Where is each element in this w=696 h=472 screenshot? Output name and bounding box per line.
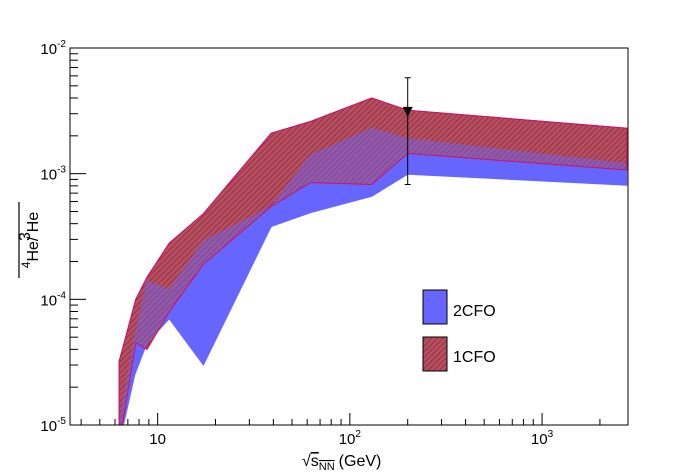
x-tick-label: 102 bbox=[339, 429, 362, 448]
sqrt-symbol: √ bbox=[302, 453, 311, 470]
legend-label-1cfo: 1CFO bbox=[453, 349, 496, 366]
y-axis: 10-5 10-4 10-3 10-2 bbox=[40, 39, 86, 435]
y-tick-label: 10-5 bbox=[40, 416, 66, 435]
y-tick-label: 10-3 bbox=[40, 165, 66, 184]
legend-label-2cfo: 2CFO bbox=[453, 303, 496, 320]
y-tick-label: 10-4 bbox=[40, 290, 66, 309]
x-axis-unit: (GeV) bbox=[339, 453, 382, 470]
x-axis: 10 102 103 bbox=[80, 413, 601, 448]
y-axis-title: 4He/ He 3 bbox=[17, 202, 42, 278]
y-tick-label: 10-2 bbox=[40, 39, 66, 58]
plot-frame bbox=[69, 47, 629, 426]
band-1cfo-overlay bbox=[118, 97, 628, 425]
legend: 2CFO 1CFO bbox=[422, 289, 496, 372]
y-axis-den-mass: 3 bbox=[17, 232, 34, 241]
x-axis-subscript: NN bbox=[319, 461, 335, 472]
legend-swatch-1cfo bbox=[422, 336, 448, 372]
data-point-marker bbox=[402, 106, 413, 117]
y-axis-title-text: He/ He bbox=[25, 212, 42, 262]
legend-swatch-2cfo bbox=[422, 289, 448, 325]
y-axis-num-mass: 4 bbox=[19, 261, 33, 268]
x-tick-label: 10 bbox=[149, 431, 166, 448]
svg-text:4He/ He: 4He/ He bbox=[19, 212, 42, 269]
x-axis-title: √sNN (GeV) bbox=[302, 453, 381, 472]
x-axis-symbol: s bbox=[311, 453, 319, 470]
bands bbox=[118, 97, 628, 425]
x-tick-label: 103 bbox=[531, 429, 554, 448]
data-points bbox=[402, 77, 413, 185]
